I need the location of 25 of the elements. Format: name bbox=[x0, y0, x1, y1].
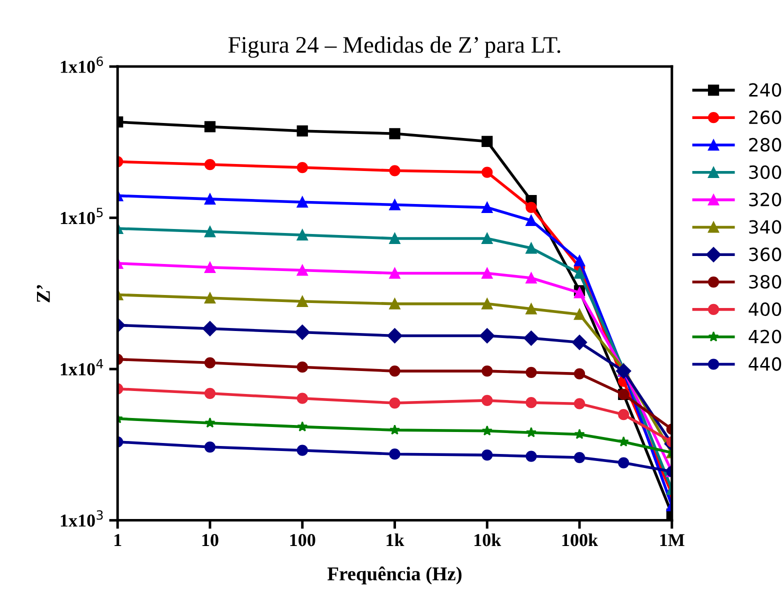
legend-label: 320 bbox=[749, 192, 782, 206]
x-axis-title: Frequência (Hz) bbox=[327, 566, 462, 584]
y-tick-label: 1x10$^{6}$ bbox=[60, 56, 103, 73]
y-tick-label: 1x10$^{4}$ bbox=[60, 359, 104, 376]
legend-label: 260 bbox=[749, 110, 782, 124]
x-tick-label: 1 bbox=[114, 534, 122, 546]
legend-label: 440 bbox=[748, 357, 782, 371]
x-tick-label: 100 bbox=[290, 534, 316, 546]
legend-label: 420 bbox=[748, 330, 782, 344]
x-tick-label: 1k bbox=[386, 533, 404, 546]
legend-label: 340 bbox=[749, 220, 782, 234]
x-tick-label: 10k bbox=[474, 533, 502, 546]
legend-label: 280 bbox=[749, 138, 782, 152]
legend-label: 380 bbox=[749, 274, 782, 289]
legend-label: 240 bbox=[749, 83, 782, 97]
y-tick-label: 1x10$^{5}$ bbox=[60, 208, 103, 224]
legend-label: 400 bbox=[748, 302, 782, 316]
legend-label: 300 bbox=[749, 165, 782, 179]
x-tick-label: 1M bbox=[660, 534, 684, 546]
chart-title: Figura 24 – Medidas de Z’ para LT. bbox=[228, 36, 560, 58]
y-axis-title: Z’ bbox=[36, 285, 50, 302]
x-tick-label: 10 bbox=[202, 534, 218, 546]
legend-label: 360 bbox=[749, 248, 782, 262]
y-tick-label: 1x10$^{3}$ bbox=[60, 510, 103, 527]
x-tick-label: 100k bbox=[562, 533, 598, 546]
